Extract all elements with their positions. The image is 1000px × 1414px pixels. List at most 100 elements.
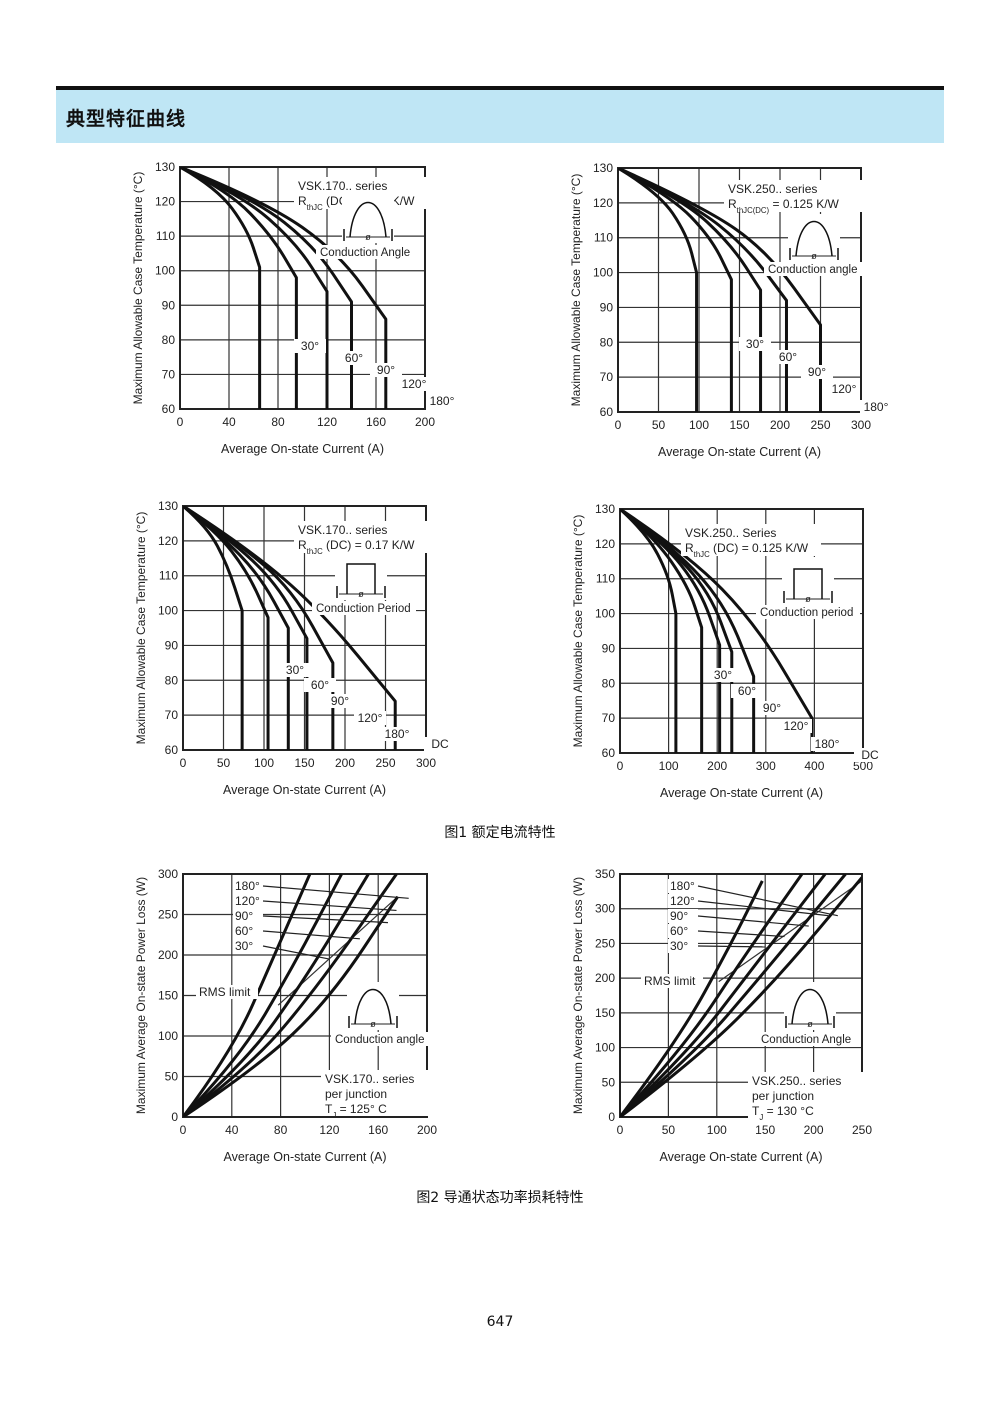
- x-tick-label: 100: [254, 756, 274, 770]
- series-label: 90°: [763, 701, 781, 715]
- series-label: 30°: [286, 663, 304, 677]
- series-subtitle-main: R: [685, 541, 694, 555]
- x-tick-label: 200: [770, 418, 790, 432]
- series-subtitle-main: R: [298, 538, 307, 552]
- series-subtitle: RthJC (DC) = 0.17 K/W: [298, 538, 415, 556]
- phi-symbol: ø: [811, 251, 817, 261]
- x-tick-label: 40: [222, 415, 236, 429]
- note-bg: [757, 1032, 861, 1046]
- pointer-label: 60°: [670, 924, 688, 938]
- y-tick-label: 130: [595, 502, 615, 516]
- series-subtitle-2: TJ = 130 °C: [752, 1104, 814, 1122]
- series-line-60deg: [618, 168, 733, 412]
- note-bg: [312, 601, 416, 615]
- rms-limit-label: RMS limit: [644, 974, 696, 988]
- x-tick-label: 50: [652, 418, 666, 432]
- series-subtitle: per junction: [325, 1087, 387, 1101]
- pointer-line: [262, 945, 330, 960]
- pointer-label: 120°: [235, 894, 260, 908]
- y-tick-label: 50: [602, 1075, 616, 1089]
- series-subtitle-2-sub: J: [759, 1113, 763, 1122]
- x-tick-label: 200: [335, 756, 355, 770]
- info-block-bg: [294, 521, 434, 553]
- y-tick-label: 200: [595, 971, 615, 985]
- y-tick-label: 60: [165, 743, 179, 757]
- conduction-note: Conduction angle: [768, 264, 858, 276]
- chart-rated-current-vsk170-sine: 0 40 80 120 160 200 60 70 80 90 100 110 120 130 Averag…: [131, 160, 458, 456]
- conduction-note: Conduction period: [760, 607, 853, 619]
- series-label: 60°: [738, 684, 756, 698]
- y-tick-label: 120: [595, 537, 615, 551]
- x-tick-label: 300: [851, 418, 871, 432]
- note-bg: [764, 262, 868, 276]
- note-bg: [331, 1032, 435, 1046]
- y-tick-label: 60: [600, 405, 614, 419]
- figure-1-caption: 图1 额定电流特性: [444, 825, 556, 841]
- pointer-line: [697, 930, 785, 938]
- series-label-bg: [828, 382, 860, 396]
- y-tick-label: 0: [171, 1110, 178, 1124]
- y-tick-label: 300: [595, 902, 615, 916]
- x-tick-label: 400: [804, 759, 824, 773]
- series-line-60deg: [180, 167, 298, 409]
- series-line-30deg: [183, 874, 312, 1117]
- series-line-120deg: [183, 874, 398, 1117]
- series-subtitle-2-main: T: [325, 1102, 333, 1116]
- pointer-line: [697, 885, 838, 917]
- series-label: DC: [431, 737, 449, 751]
- series-line-180deg: [618, 168, 822, 412]
- y-tick-label: 110: [594, 231, 613, 245]
- x-tick-label: 0: [180, 1123, 187, 1137]
- x-axis-label: Average On-state Current (A): [221, 442, 384, 456]
- y-tick-label: 130: [158, 499, 178, 513]
- series-label: 120°: [402, 377, 427, 391]
- y-tick-label: 250: [158, 908, 178, 922]
- series-label: 180°: [385, 727, 410, 741]
- series-title: VSK.250.. Series: [685, 526, 776, 540]
- info-block-bg: [748, 1072, 888, 1118]
- plot-frame: [617, 167, 862, 413]
- conduction-note: Conduction Period: [316, 603, 411, 615]
- x-tick-label: 160: [366, 415, 386, 429]
- x-tick-label: 100: [707, 1123, 727, 1137]
- series-label: 30°: [301, 339, 319, 353]
- series-label: 180°: [815, 737, 840, 751]
- pointer-line: [697, 915, 809, 927]
- x-tick-label: 0: [617, 1123, 624, 1137]
- section-header: [56, 90, 944, 143]
- chart-rated-current-vsk250-rect: 0 100 200 300 400 500 60 70 80 90 100 110 120 130 Aver…: [571, 502, 886, 800]
- pointer-label: 30°: [235, 939, 253, 953]
- pointer-line: [697, 900, 829, 917]
- x-tick-label: 0: [615, 418, 622, 432]
- x-tick-label: 100: [689, 418, 709, 432]
- y-tick-label: 80: [162, 333, 176, 347]
- info-block-bg: [681, 524, 821, 556]
- series-line-60deg: [183, 874, 343, 1117]
- x-tick-label: 250: [375, 756, 395, 770]
- x-tick-label: 300: [756, 759, 776, 773]
- y-tick-label: 350: [595, 867, 615, 881]
- y-tick-label: 100: [158, 604, 178, 618]
- pointer-label-bg: [668, 879, 698, 893]
- pointer-label-bg: [668, 894, 698, 908]
- series-label-bg: [370, 363, 402, 377]
- series-label-bg: [424, 737, 456, 751]
- pointer-label: 90°: [670, 909, 688, 923]
- x-tick-label: 50: [217, 756, 231, 770]
- plot-frame: [619, 508, 864, 754]
- series-subtitle-2-main: T: [752, 1104, 760, 1118]
- chart-rated-current-vsk170-rect: 0 50 100 150 200 250 300 60 70 80 90 100 110 120 130 Av…: [134, 499, 456, 797]
- y-tick-label: 130: [593, 161, 613, 175]
- series-label-bg: [381, 727, 413, 741]
- plot-frame: [179, 166, 426, 410]
- series-label: 30°: [746, 337, 764, 351]
- y-axis-label: Maximum Average On-state Power Loss (W): [571, 877, 585, 1114]
- chart-power-loss-vsk250: 0 50 100 150 200 250 0 50 100 150 200 250 300 350 Aver…: [571, 867, 888, 1164]
- pointer-label: 90°: [235, 909, 253, 923]
- series-subtitle: RthJC (DC) = 0.125 K/W: [685, 541, 809, 559]
- series-subtitle-sub: thJC: [307, 203, 323, 212]
- series-label-bg: [772, 350, 804, 364]
- series-label: DC: [861, 748, 879, 762]
- series-label: 120°: [358, 711, 383, 725]
- waveform-icon-bg: [782, 557, 834, 605]
